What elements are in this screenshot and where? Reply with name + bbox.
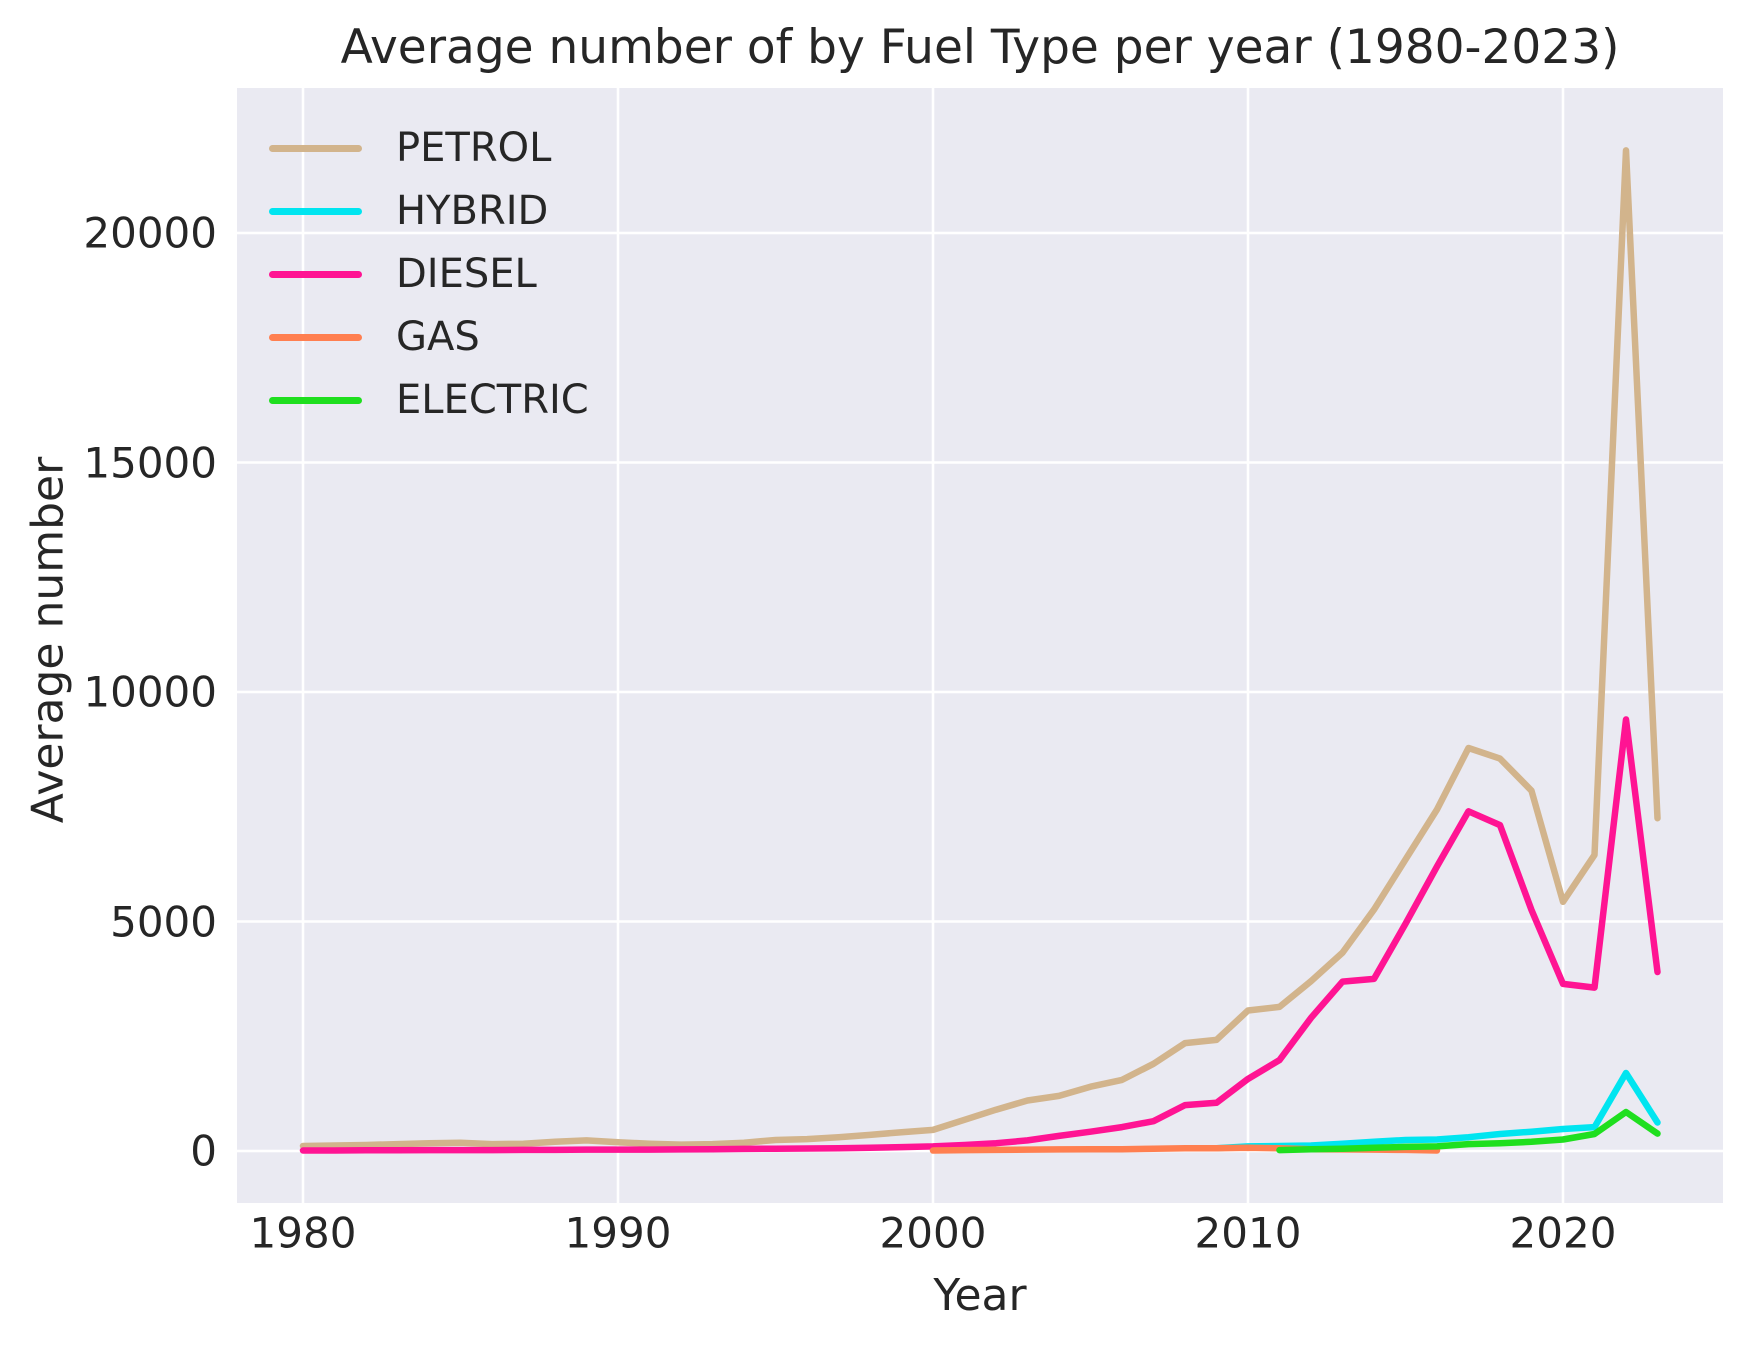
y-tick-label: 15000 <box>83 438 217 487</box>
legend-label-hybrid: HYBRID <box>396 188 549 234</box>
legend-label-electric: ELECTRIC <box>396 377 589 423</box>
legend-row-petrol: PETROL <box>269 117 551 179</box>
chart-title: Average number of by Fuel Type per year … <box>340 20 1620 75</box>
legend-label-petrol: PETROL <box>396 125 552 171</box>
x-tick-label: 2020 <box>1509 1208 1617 1258</box>
legend-row-hybrid: HYBRID <box>269 180 548 242</box>
series-line-electric <box>1276 1108 1661 1154</box>
legend-label-gas: GAS <box>396 314 480 360</box>
y-tick-label: 20000 <box>83 208 217 258</box>
x-tick-label: 1980 <box>249 1208 357 1258</box>
x-tick-label: 2010 <box>1194 1208 1302 1258</box>
legend-swatch-electric <box>269 396 362 404</box>
series-line-petrol <box>299 147 1661 1150</box>
y-tick-label: 10000 <box>83 667 217 717</box>
x-tick-label: 1990 <box>564 1208 672 1258</box>
y-tick-label: 0 <box>190 1126 217 1176</box>
legend-swatch-diesel <box>269 270 362 278</box>
series-line-diesel <box>299 716 1661 1154</box>
legend-row-gas: GAS <box>269 306 480 368</box>
legend-swatch-hybrid <box>269 207 362 215</box>
plot-background <box>237 88 1723 1203</box>
y-axis-label: Average number <box>22 456 74 824</box>
legend-row-electric: ELECTRIC <box>269 369 589 431</box>
y-tick-label: 5000 <box>110 897 217 946</box>
series-lines <box>299 147 1661 1154</box>
legend-label-diesel: DIESEL <box>396 251 537 297</box>
legend-swatch-petrol <box>269 144 362 152</box>
legend-row-diesel: DIESEL <box>269 243 537 305</box>
x-axis-label: Year <box>933 1270 1027 1321</box>
x-tick-label: 2000 <box>879 1208 987 1258</box>
legend-swatch-gas <box>269 333 362 341</box>
